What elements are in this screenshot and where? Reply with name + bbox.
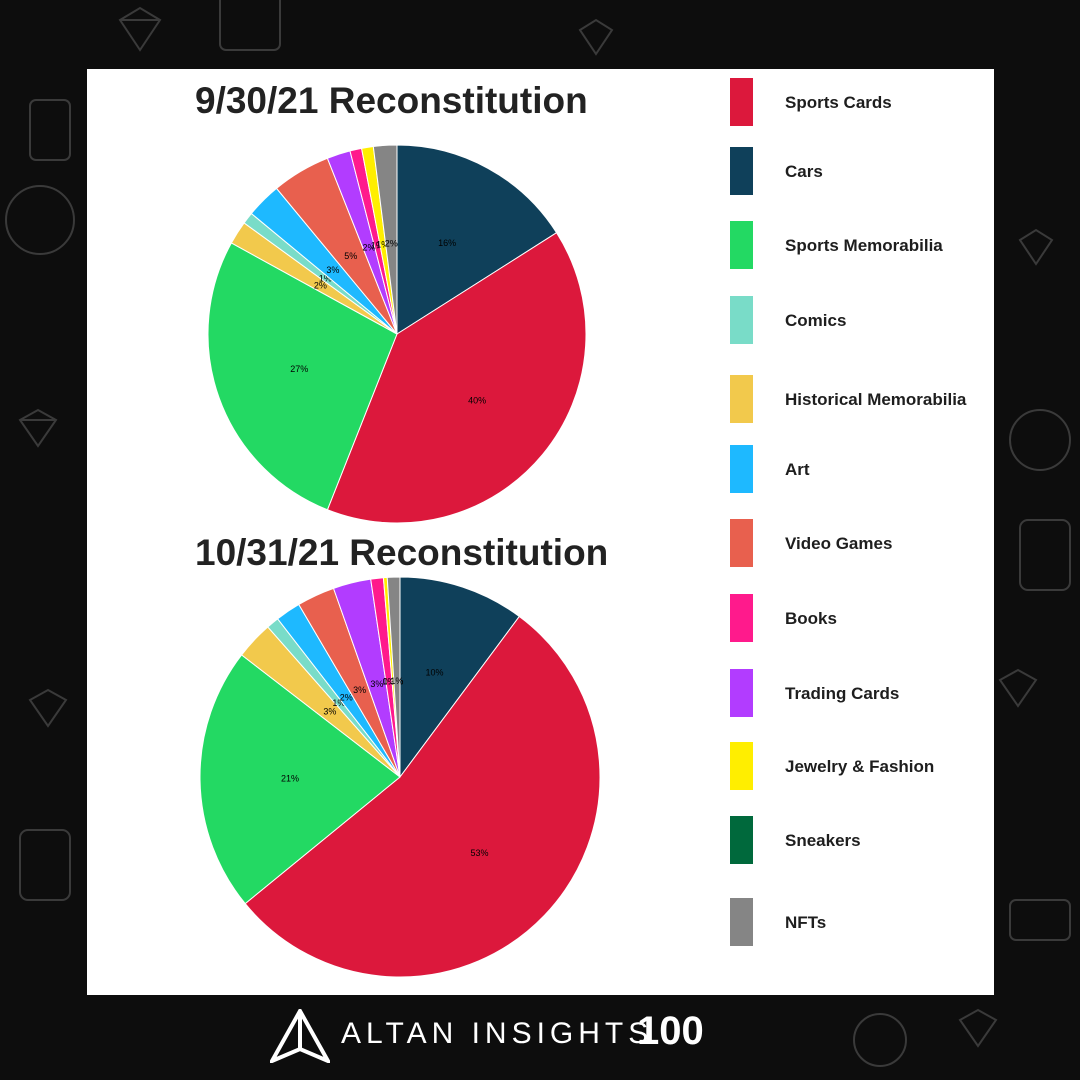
legend-label: Historical Memorabilia [785,390,967,409]
slice-label: 27% [290,364,308,374]
slice-label: 3% [326,265,339,275]
legend-label: NFTs [785,913,827,932]
legend-swatch [730,594,753,642]
slice-label: 3% [370,679,383,689]
chart-title-2: 10/31/21 Reconstitution [195,532,609,573]
legend-swatch [730,375,753,423]
slice-label: 53% [471,848,489,858]
pie-slice [372,144,398,335]
slice-label: 2% [362,243,375,253]
slice-label: 1% [382,677,395,687]
legend-label: Comics [785,311,847,330]
slice-label: 1% [319,273,332,283]
pie-slice [199,654,401,905]
slice-label: 3% [353,685,366,695]
legend-item: Jewelry & Fashion [730,742,990,802]
brand-number: 100 [637,1009,704,1053]
chart-title-1: 9/30/21 Reconstitution [195,80,588,121]
slice-label: 1% [376,239,389,249]
legend-label: Trading Cards [785,684,900,703]
slice-label: 1% [332,698,345,708]
legend-item: Sports Cards [730,78,990,138]
slice-label: 21% [281,774,299,784]
slice-label: 10% [426,668,444,678]
legend-swatch [730,296,753,344]
pie-slice [386,576,401,778]
legend-item: Cars [730,147,990,207]
legend-label: Sports Memorabilia [785,236,943,255]
brand-name: ALTAN INSIGHTS [341,1017,654,1050]
legend-swatch [730,816,753,864]
legend-swatch [730,669,753,717]
legend-swatch [730,221,753,269]
legend-item: Sports Memorabilia [730,221,990,281]
slice-label: 3% [323,706,336,716]
pie-slice [207,242,398,511]
legend-label: Jewelry & Fashion [785,757,935,776]
brand-footer: ALTAN INSIGHTS 100 [270,1003,790,1063]
slice-label: 5% [344,251,357,261]
legend-item: Sneakers [730,816,990,876]
pie-slice [326,232,587,524]
legend-label: Sports Cards [785,93,892,112]
slice-label: 1% [371,240,384,250]
slice-label: 2% [314,280,327,290]
legend-item: Books [730,594,990,654]
legend-item: Comics [730,296,990,356]
slice-label: 0.3% [383,676,404,686]
slice-label: 16% [438,238,456,248]
legend-swatch [730,78,753,126]
legend-swatch [730,898,753,946]
legend-item: NFTs [730,898,990,958]
slice-label: 2% [340,692,353,702]
legend-swatch [730,147,753,195]
pie-slice [244,615,601,978]
legend-item: Video Games [730,519,990,579]
legend-swatch [730,519,753,567]
slice-label: 1% [390,676,403,686]
legend-label: Cars [785,162,823,181]
slice-label: 40% [468,395,486,405]
legend-label: Video Games [785,534,893,553]
legend-item: Historical Memorabilia [730,375,990,435]
pie-slice [399,576,521,779]
legend-item: Art [730,445,990,505]
legend-label: Books [785,609,837,628]
slice-label: 2% [385,238,398,248]
altan-logo-icon [270,1009,330,1063]
legend-swatch [730,445,753,493]
legend-label: Art [785,460,810,479]
legend-label: Sneakers [785,831,861,850]
pie-slice [396,144,558,335]
legend-item: Trading Cards [730,669,990,729]
legend-swatch [730,742,753,790]
